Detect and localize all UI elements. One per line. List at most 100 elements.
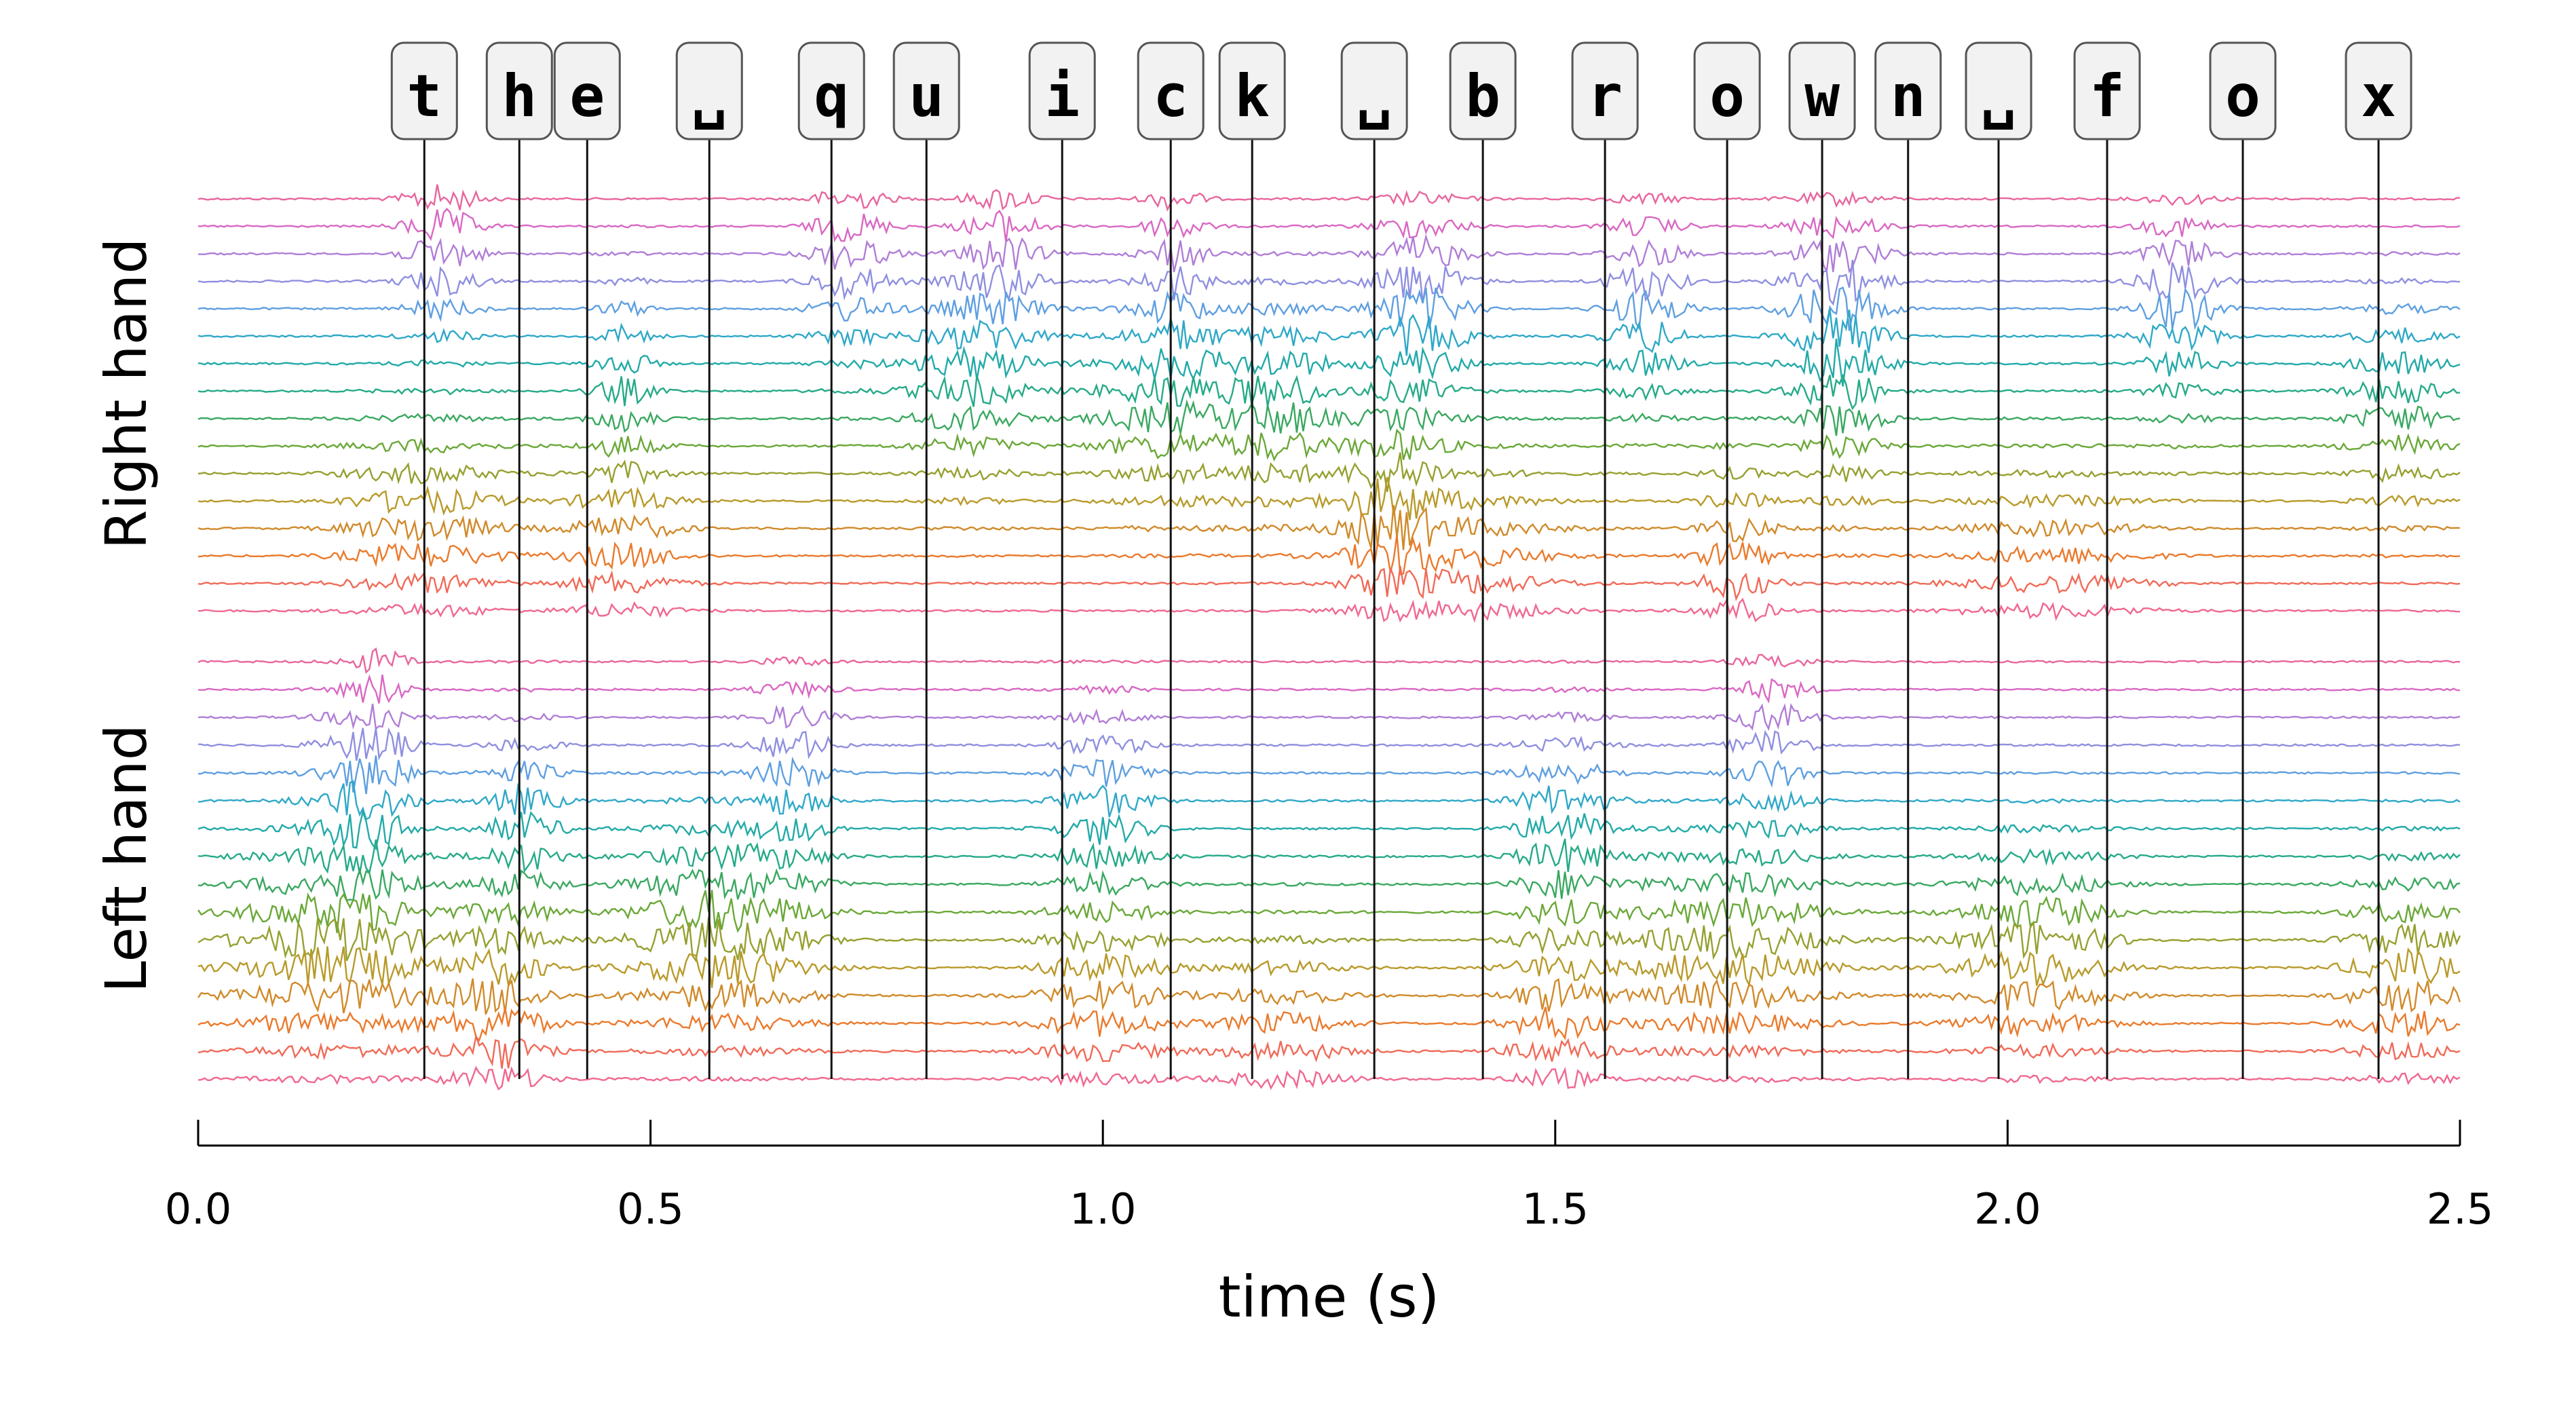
key-box-frame [553, 41, 621, 140]
x-tick-label: 1.0 [1069, 1184, 1137, 1234]
channel-trace [197, 647, 2461, 675]
key-box-frame [1028, 41, 1096, 140]
key-box-frame [1788, 41, 1856, 140]
key-box-frame [390, 41, 458, 140]
key-box-frame [675, 41, 743, 140]
key-box-frame [1137, 41, 1205, 140]
channel-trace [197, 309, 2461, 356]
x-tick-label: 1.5 [1521, 1184, 1589, 1234]
key-box: t [390, 41, 458, 140]
key-box-frame [797, 41, 865, 140]
x-tick-label: 0.5 [617, 1184, 684, 1234]
channel-trace [197, 286, 2461, 331]
channel-trace [197, 727, 2461, 761]
channel-trace [197, 674, 2461, 704]
channel-trace [197, 890, 2461, 933]
channel-trace [197, 399, 2461, 436]
channel-trace [198, 597, 2460, 623]
channel-trace [197, 452, 2461, 492]
key-box: o [1693, 41, 1761, 140]
key-box-frame [2073, 41, 2141, 140]
key-label: q [814, 62, 849, 130]
key-label: x [2361, 62, 2396, 130]
key-box: w [1788, 41, 1856, 140]
channel-trace [197, 978, 2461, 1015]
channel-trace [197, 809, 2461, 851]
key-box: f [2073, 41, 2141, 140]
keystroke-markers [423, 139, 2380, 1079]
key-box: q [797, 41, 865, 140]
channel-trace [197, 1033, 2461, 1069]
channel-trace [197, 1006, 2461, 1042]
key-label: e [569, 62, 605, 130]
channel-trace [197, 565, 2461, 601]
key-box-frame [892, 41, 960, 140]
x-axis-label: time (s) [1219, 1264, 1440, 1330]
key-box: b [1449, 41, 1517, 140]
channel-trace [198, 207, 2461, 243]
key-label: r [1587, 62, 1623, 130]
key-label: o [2225, 62, 2260, 130]
key-box-frame [1965, 41, 2032, 140]
x-tick-label: 2.5 [2427, 1184, 2494, 1234]
key-box: ␣ [1965, 41, 2032, 140]
x-tick-label: 0.0 [165, 1184, 232, 1234]
channel-trace [197, 233, 2461, 275]
key-label: t [406, 62, 442, 130]
key-box: k [1218, 41, 1286, 140]
key-box: i [1028, 41, 1096, 140]
channel-trace [197, 534, 2461, 575]
key-label: c [1153, 62, 1188, 130]
key-label: i [1044, 62, 1080, 130]
key-box-frame [2345, 41, 2412, 140]
x-tick-label: 2.0 [1974, 1184, 2041, 1234]
key-label: ␣ [1981, 62, 2016, 130]
key-box-frame [1218, 41, 1286, 140]
keystroke-keys: t h e ␣ q u i c k ␣ b r o w n ␣ f o x [390, 41, 2412, 140]
channel-group-1 [197, 647, 2461, 1091]
key-box: h [485, 41, 553, 140]
key-label: n [1891, 62, 1926, 130]
key-box-frame [1340, 41, 1408, 140]
key-box-frame [485, 41, 553, 140]
key-box: ␣ [675, 41, 743, 140]
key-box: o [2209, 41, 2277, 140]
key-box: n [1874, 41, 1942, 140]
key-label: b [1465, 62, 1500, 130]
channel-trace [197, 338, 2461, 387]
x-axis: 0.0 0.5 1.0 1.5 2.0 2.5 [165, 1120, 2494, 1234]
key-box: c [1137, 41, 1205, 140]
channel-group-0 [197, 184, 2461, 623]
key-box: ␣ [1340, 41, 1408, 140]
x-axis-ticks: 0.0 0.5 1.0 1.5 2.0 2.5 [165, 1120, 2494, 1234]
channel-trace [197, 780, 2461, 820]
right-hand-label: Right hand [93, 238, 159, 549]
key-box-frame [1874, 41, 1942, 140]
channel-trace [197, 702, 2461, 732]
key-box: e [553, 41, 621, 140]
key-box: x [2345, 41, 2412, 140]
channel-trace [197, 1065, 2461, 1091]
channel-trace [197, 838, 2461, 875]
key-box-frame [2209, 41, 2277, 140]
key-box: u [892, 41, 960, 140]
channel-trace [197, 184, 2460, 212]
key-label: o [1709, 62, 1745, 130]
channel-trace [197, 476, 2461, 521]
key-label: ␣ [692, 62, 727, 130]
key-box: r [1571, 41, 1639, 140]
channel-trace [197, 373, 2461, 411]
key-box-frame [1449, 41, 1517, 140]
key-box-frame [1571, 41, 1639, 140]
channel-trace [197, 505, 2461, 550]
key-box-frame [1693, 41, 1761, 140]
key-label: h [501, 62, 537, 130]
key-label: w [1804, 62, 1840, 130]
channel-trace [197, 755, 2461, 795]
channel-trace [197, 917, 2461, 963]
key-label: k [1234, 62, 1270, 130]
channel-trace [197, 867, 2461, 902]
channel-traces [197, 184, 2461, 1091]
channel-trace [197, 946, 2461, 988]
